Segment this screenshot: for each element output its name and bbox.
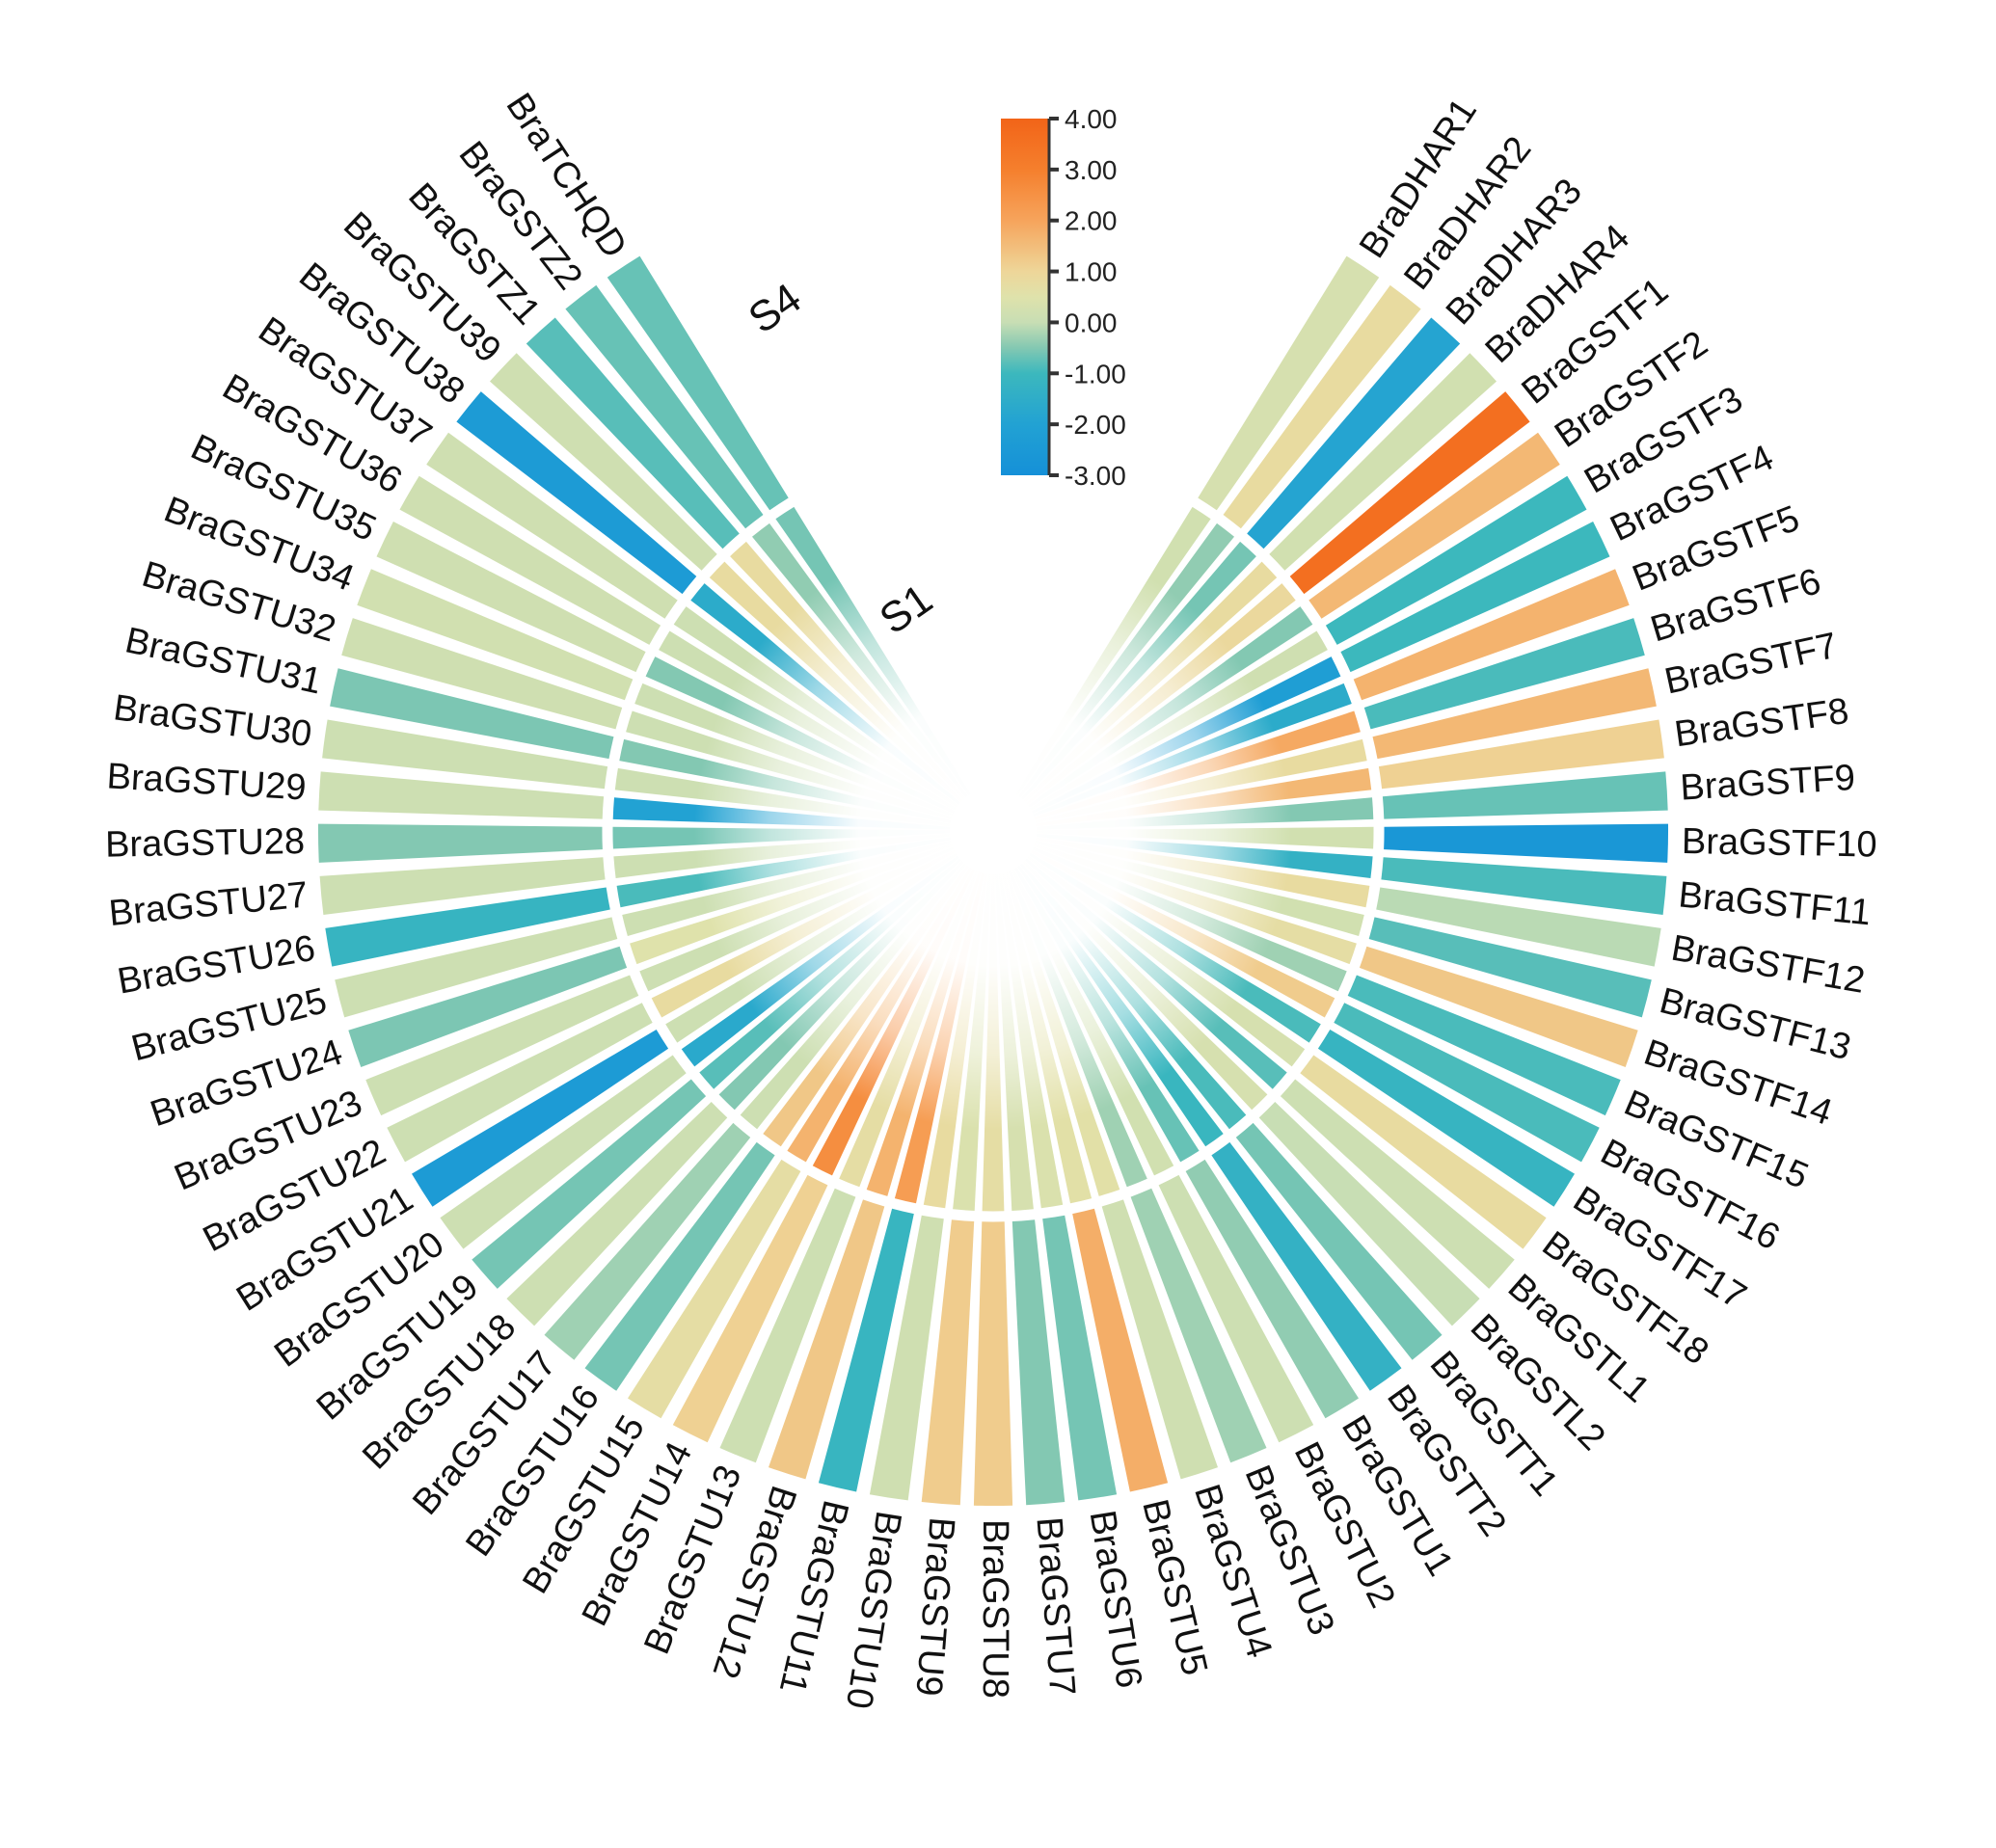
heatmap-cell-S4-BraGSTU15 [628, 1159, 801, 1419]
heatmap-cell-S4-BraGSTU21 [412, 1030, 669, 1207]
heatmap-cell-S4-BraGSTF6 [1363, 618, 1645, 730]
legend-tick-label: -3.00 [1065, 461, 1126, 491]
heatmap-cell-S4-BraGSTU37 [426, 432, 678, 619]
heatmap-cell-S4-BraGSTU20 [440, 1055, 687, 1249]
heatmap-cell-S4-BraGSTU34 [357, 569, 634, 701]
heatmap-cell-S4-BraGSTF3 [1325, 475, 1587, 645]
gene-label-BraGSTU7: BraGSTU7 [1028, 1515, 1082, 1698]
heatmap-cell-S4-BraGSTU25 [335, 917, 618, 1018]
heatmap-cell-S4-BraGSTL2 [1258, 1102, 1480, 1326]
heatmap-cell-S4-BraGSTU31 [330, 668, 614, 760]
gene-label-BraGSTF8: BraGSTF8 [1672, 691, 1851, 756]
heatmap-cell-S4-BraGSTU2 [1158, 1174, 1314, 1443]
heatmap-cell-S4-BraGSTU16 [584, 1141, 775, 1391]
heatmap-cell-S4-BraGSTF18 [1300, 1055, 1547, 1249]
heatmap-cell-S4-BraGSTF1 [1289, 391, 1530, 595]
heatmap-cell-S4-BraGSTU32 [341, 618, 623, 730]
heatmap-cell-S4-BraGSTT1 [1235, 1122, 1443, 1360]
heatmap-cell-S4-BraTCHQD [607, 255, 789, 511]
heatmap-cell-S4-BraGSTU23 [365, 975, 639, 1116]
heatmap-cell-S4-BraGSTU10 [869, 1215, 944, 1501]
heatmap-cell-S4-BraGSTF17 [1317, 1030, 1575, 1207]
gene-label-BraGSTU6: BraGSTU6 [1082, 1508, 1149, 1691]
gene-label-BraGSTU27: BraGSTU27 [107, 874, 310, 934]
heatmap-cell-S4-BraGSTU11 [818, 1208, 914, 1492]
heatmap-cell-S4-BraGSTU30 [322, 719, 608, 790]
heatmap-cell-S4-BraGSTF2 [1308, 432, 1560, 619]
heatmap-cell-S4-BraDHAR2 [1223, 284, 1421, 529]
heatmap-cell-S4-BraGSTU39 [490, 353, 717, 571]
heatmap-cell-S4-BraGSTU18 [506, 1102, 728, 1326]
center-fade-layer [694, 532, 1292, 1130]
heatmap-cell-S4-BraGSTU36 [399, 475, 661, 645]
heatmap-cell-S4-BraGSTU28 [317, 823, 603, 863]
heatmap-cell-S4-BraGSTL1 [1280, 1079, 1515, 1289]
heatmap-cell-S4-BraGSTU12 [769, 1199, 885, 1480]
heatmap-cell-S4-BraGSTU14 [672, 1174, 828, 1443]
heatmap-cell-S4-BraGSTF9 [1382, 771, 1668, 819]
heatmap-cell-S4-BraGSTU1 [1185, 1159, 1359, 1419]
legend-tick-label: -2.00 [1065, 410, 1126, 440]
heatmap-cell-S4-BraGSTF10 [1384, 823, 1669, 863]
legend-tick-label: 1.00 [1065, 257, 1118, 287]
heatmap-cell-S4-BraGSTU9 [921, 1219, 975, 1506]
heatmap-cell-S4-BraGSTU24 [348, 946, 628, 1067]
gene-label-BraGSTU29: BraGSTU29 [106, 756, 308, 808]
legend-tick-label: 0.00 [1065, 308, 1118, 337]
heatmap-cell-S4-BraGSTU17 [544, 1122, 751, 1360]
heatmap-cell-S4-BraGSTU26 [325, 887, 610, 967]
heatmap-cell-S4-BraGSTU29 [318, 771, 605, 819]
heatmap-cell-S4-BraGSTF13 [1368, 917, 1652, 1018]
heatmap-cell-S4-BraGSTU38 [456, 391, 697, 595]
heatmap-cell-S4-BraGSTU4 [1101, 1199, 1218, 1480]
gene-label-BraGSTF11: BraGSTF11 [1677, 874, 1873, 933]
heatmap-cell-S4-BraGSTZ1 [526, 317, 740, 549]
gene-label-BraGSTU30: BraGSTU30 [111, 687, 314, 755]
heatmap-cell-S4-BraGSTU35 [376, 522, 646, 673]
heatmap-cell-S4-BraGSTF15 [1347, 975, 1621, 1116]
heatmap-cell-S4-BraGSTU22 [387, 1003, 653, 1163]
legend-tick-label: 2.00 [1065, 206, 1118, 236]
heatmap-cell-S4-BraGSTF8 [1378, 719, 1664, 790]
gene-label-BraGSTU8: BraGSTU8 [975, 1519, 1015, 1699]
heatmap-cell-S4-BraGSTF5 [1353, 569, 1630, 701]
heatmap-cell-S4-BraGSTF12 [1376, 887, 1661, 967]
center-fade [694, 532, 1292, 1130]
heatmap-cell-S4-BraGSTU13 [719, 1188, 856, 1463]
legend-tick-label: -1.00 [1065, 359, 1126, 388]
heatmap-cell-S4-BraGSTF16 [1334, 1003, 1600, 1163]
heatmap-cell-S4-BraGSTF4 [1340, 522, 1610, 673]
legend-tick-label: 3.00 [1065, 155, 1118, 185]
gene-label-BraGSTU28: BraGSTU28 [105, 821, 306, 866]
heatmap-cell-S4-BraGSTU7 [1011, 1219, 1065, 1506]
heatmap-cell-S4-BraDHAR1 [1198, 255, 1380, 511]
heatmap-cell-S4-BraGSTU19 [472, 1079, 707, 1289]
gene-label-BraGSTF9: BraGSTF9 [1679, 758, 1856, 809]
heatmap-cell-S4-BraGSTF7 [1372, 668, 1657, 760]
heatmap-cell-S4-BraDHAR3 [1247, 317, 1461, 549]
legend-colorbar-rect [1001, 119, 1049, 475]
heatmap-cell-S4-BraGSTU3 [1130, 1188, 1267, 1463]
heatmap-cell-S4-BraGSTF11 [1381, 857, 1667, 915]
heatmap-cell-S4-BraGSTU6 [1042, 1215, 1118, 1501]
heatmap-cell-S4-BraGSTU27 [319, 857, 606, 915]
gene-label-BraGSTU9: BraGSTU9 [907, 1515, 961, 1698]
heatmap-cell-S4-BraGSTU8 [973, 1221, 1013, 1506]
heatmap-cell-S4-BraGSTZ2 [565, 284, 764, 529]
gene-label-BraGSTF10: BraGSTF10 [1682, 821, 1877, 866]
ring-label-s4: S4 [741, 275, 810, 343]
heatmap-cell-S4-BraDHAR4 [1269, 353, 1497, 571]
heatmap-cell-S4-BraGSTF14 [1359, 946, 1638, 1067]
heatmap-cell-S4-BraGSTU5 [1072, 1208, 1169, 1492]
heatmap-cell-S4-BraGSTT2 [1211, 1141, 1402, 1391]
legend-colorbar: 4.00 3.00 2.00 1.00 0.00 -1.00 -2.00 -3.00 [1001, 104, 1126, 491]
legend-tick-label: 4.00 [1065, 104, 1118, 134]
